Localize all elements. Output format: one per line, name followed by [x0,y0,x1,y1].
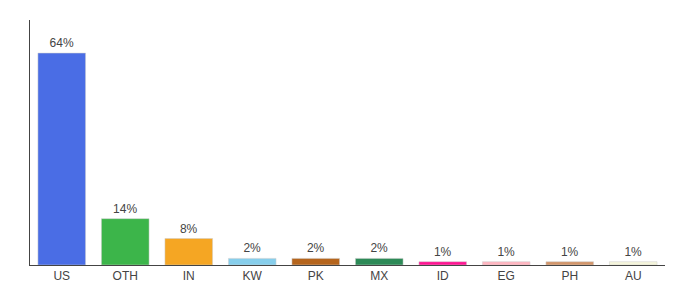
svg-text:64%: 64% [50,36,74,50]
svg-text:2%: 2% [370,241,388,255]
svg-text:IN: IN [183,269,195,283]
svg-text:14%: 14% [113,202,137,216]
svg-text:AU: AU [625,269,642,283]
svg-text:EG: EG [498,269,515,283]
svg-text:US: US [53,269,70,283]
svg-text:2%: 2% [307,241,325,255]
svg-text:1%: 1% [434,245,452,259]
svg-text:2%: 2% [243,241,261,255]
svg-text:1%: 1% [561,245,579,259]
svg-text:PH: PH [561,269,578,283]
svg-text:OTH: OTH [113,269,138,283]
svg-text:8%: 8% [180,222,198,236]
svg-text:1%: 1% [497,245,515,259]
svg-text:1%: 1% [624,245,642,259]
svg-text:ID: ID [437,269,449,283]
svg-text:MX: MX [370,269,388,283]
svg-text:PK: PK [308,269,324,283]
svg-text:KW: KW [243,269,263,283]
